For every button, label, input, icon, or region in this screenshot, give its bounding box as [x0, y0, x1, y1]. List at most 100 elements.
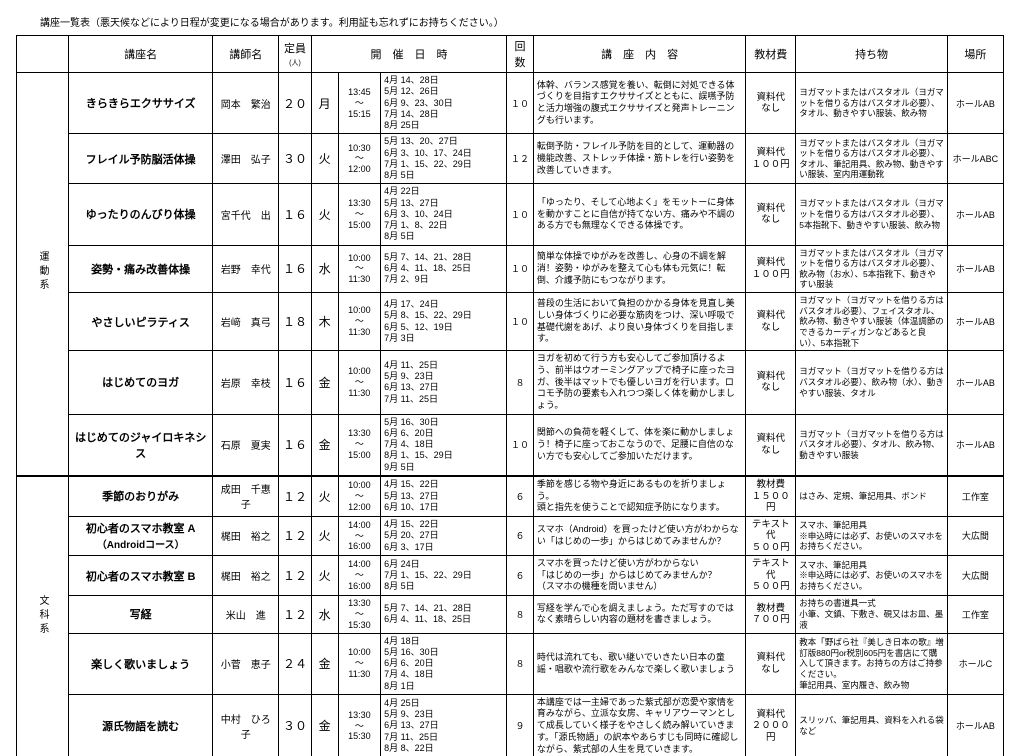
dates: 4月 15、22日5月 20、27日6月 3、17日	[381, 516, 507, 555]
place: ホールAB	[947, 694, 1003, 756]
content: 簡単な体操でゆがみを改善し、心身の不調を解消！姿勢・ゆがみを整えて心も体も元気に…	[533, 245, 745, 293]
course-name: ゆったりのんびり体操	[69, 184, 213, 245]
table-row: ゆったりのんびり体操宮千代 出１６火13:30～15:004月 22日5月 13…	[17, 184, 1004, 245]
place: ホールAB	[947, 73, 1003, 134]
count: ６	[507, 556, 534, 596]
instructor: 澤田 弘子	[213, 134, 279, 184]
fee: 資料代１００円	[746, 134, 796, 184]
fee: テキスト代５００円	[746, 516, 796, 555]
content: 時代は流れても、歌い継いでいきたい日本の童謡・唱歌や流行歌をみんなで楽しく歌いま…	[533, 633, 745, 694]
course-name: きらきらエクササイズ	[69, 73, 213, 134]
table-row: 楽しく歌いましょう小菅 恵子２４金10:00～11:304月 18日5月 16、…	[17, 633, 1004, 694]
content: スマホを買ったけど使い方がわからない「はじめの一歩」からはじめてみませんか？（ス…	[533, 556, 745, 596]
day: 金	[311, 694, 338, 756]
course-name: 姿勢・痛み改善体操	[69, 245, 213, 293]
time: 10:00～12:00	[338, 476, 381, 517]
dates: 4月 11、25日5月 9、23日6月 13、27日7月 11、25日	[381, 351, 507, 414]
place: ホールAB	[947, 351, 1003, 414]
table-row: 源氏物語を読む中村 ひろ子３０金13:30～15:304月 25日5月 9、23…	[17, 694, 1004, 756]
place: 工作室	[947, 596, 1003, 633]
capacity: １２	[279, 556, 312, 596]
table-row: やさしいピラティス岩﨑 真弓１８木10:00～11:304月 17、24日5月 …	[17, 293, 1004, 351]
day: 金	[311, 414, 338, 476]
h-bring: 持ち物	[796, 36, 948, 73]
bring: ヨガマットまたはバスタオル（ヨガマットを借りる方はバスタオル必要）、飲み物（お水…	[796, 245, 948, 293]
bring: スマホ、筆記用具※申込時には必ず、お使いのスマホをお持ちください。	[796, 516, 948, 555]
bring: お持ちの書道具一式小筆、文鎮、下敷き、硯又はお皿、墨液	[796, 596, 948, 633]
instructor: 梶田 裕之	[213, 556, 279, 596]
table-row: 文科系季節のおりがみ成田 千惠子１２火10:00～12:004月 15、22日5…	[17, 476, 1004, 517]
course-name: やさしいピラティス	[69, 293, 213, 351]
table-row: 初心者のスマホ教室 A（Androidコース）梶田 裕之１２火14:00～16:…	[17, 516, 1004, 555]
time: 14:00～16:00	[338, 516, 381, 555]
fee: 資料代なし	[746, 73, 796, 134]
capacity: １６	[279, 245, 312, 293]
instructor: 宮千代 出	[213, 184, 279, 245]
day: 火	[311, 476, 338, 517]
time: 10:30～12:00	[338, 134, 381, 184]
fee: 資料代１００円	[746, 245, 796, 293]
count: １０	[507, 73, 534, 134]
course-name: 楽しく歌いましょう	[69, 633, 213, 694]
course-name: フレイル予防脳活体操	[69, 134, 213, 184]
day: 火	[311, 556, 338, 596]
instructor: 米山 進	[213, 596, 279, 633]
dates: 4月 18日5月 16、30日6月 6、20日7月 4、18日8月 1日	[381, 633, 507, 694]
dates: 5月 7、14、21、28日6月 4、11、18、25日	[381, 596, 507, 633]
dates: 5月 16、30日6月 6、20日7月 4、18日8月 1、15、29日9月 5…	[381, 414, 507, 476]
count: １２	[507, 134, 534, 184]
content: スマホ（Android）を買ったけど使い方がわからない「はじめの一歩」からはじめ…	[533, 516, 745, 555]
count: １０	[507, 414, 534, 476]
capacity: ２０	[279, 73, 312, 134]
time: 13:30～15:30	[338, 596, 381, 633]
time: 10:00～11:30	[338, 245, 381, 293]
fee: テキスト代５００円	[746, 556, 796, 596]
day: 火	[311, 134, 338, 184]
h-count: 回数	[507, 36, 534, 73]
dates: 4月 25日5月 9、23日6月 13、27日7月 11、25日8月 8、22日	[381, 694, 507, 756]
place: 工作室	[947, 476, 1003, 517]
dates: 6月 24日7月 1、15、22、29日8月 5日	[381, 556, 507, 596]
table-note: 講座一覧表（悪天候などにより日程が変更になる場合があります。利用証も忘れずにお持…	[40, 14, 1008, 29]
place: ホールABC	[947, 134, 1003, 184]
instructor: 石原 夏実	[213, 414, 279, 476]
content: 転倒予防・フレイル予防を目的として、運動器の機能改善、ストレッチ体操・筋トレを行…	[533, 134, 745, 184]
instructor: 岩﨑 真弓	[213, 293, 279, 351]
instructor: 成田 千惠子	[213, 476, 279, 517]
dates: 5月 13、20、27日6月 3、10、17、24日7月 1、15、22、29日…	[381, 134, 507, 184]
day: 木	[311, 293, 338, 351]
fee: 資料代なし	[746, 293, 796, 351]
count: ６	[507, 516, 534, 555]
bring: ヨガマットまたはバスタオル（ヨガマットを借りる方はバスタオル必要）、タオル、動き…	[796, 73, 948, 134]
bring: ヨガマット（ヨガマットを借りる方はバスタオル必要）、タオル、飲み物、動きやすい服…	[796, 414, 948, 476]
content: ヨガを初めて行う方も安心してご参加頂けるよう、前半はウオーミングアップで椅子に座…	[533, 351, 745, 414]
table-row: フレイル予防脳活体操澤田 弘子３０火10:30～12:005月 13、20、27…	[17, 134, 1004, 184]
h-fee: 教材費	[746, 36, 796, 73]
table-row: 運動系きらきらエクササイズ岡本 繁治２０月13:45～15:154月 14、28…	[17, 73, 1004, 134]
cat-header	[17, 36, 69, 73]
bring: スリッパ、筆記用具、資料を入れる袋など	[796, 694, 948, 756]
content: 本講座では一主婦であった紫式部が恋愛や家情を育みながら、立派な女房、キャリアウー…	[533, 694, 745, 756]
time: 10:00～11:30	[338, 351, 381, 414]
capacity: １２	[279, 516, 312, 555]
time: 10:00～11:30	[338, 633, 381, 694]
bring: 教本「野ばら社『美しき日本の歌』増訂版880円or税別605円を書店にて購入して…	[796, 633, 948, 694]
course-name: 初心者のスマホ教室 A（Androidコース）	[69, 516, 213, 555]
table-row: 初心者のスマホ教室 B梶田 裕之１２火14:00～16:006月 24日7月 1…	[17, 556, 1004, 596]
course-name: はじめてのヨガ	[69, 351, 213, 414]
day: 金	[311, 633, 338, 694]
count: ９	[507, 694, 534, 756]
fee: 資料代なし	[746, 633, 796, 694]
capacity: １６	[279, 351, 312, 414]
content: 「ゆったり、そして心地よく」をモットーに身体を動かすことに自信が持てない方、痛み…	[533, 184, 745, 245]
table-row: はじめてのヨガ岩原 幸枝１６金10:00～11:304月 11、25日5月 9、…	[17, 351, 1004, 414]
instructor: 梶田 裕之	[213, 516, 279, 555]
fee: 教材費１５００円	[746, 476, 796, 517]
place: ホールAB	[947, 245, 1003, 293]
bring: ヨガマット（ヨガマットを借りる方はバスタオル必要）、フェイスタオル、飲み物、動き…	[796, 293, 948, 351]
h-name: 講座名	[69, 36, 213, 73]
course-name: はじめてのジャイロキネシス	[69, 414, 213, 476]
bring: ヨガマットまたはバスタオル（ヨガマットを借りる方はバスタオル必要）、5本指靴下、…	[796, 184, 948, 245]
course-table: 講座名 講師名 定員(人) 開 催 日 時 回数 講 座 内 容 教材費 持ち物…	[16, 35, 1004, 756]
capacity: １８	[279, 293, 312, 351]
